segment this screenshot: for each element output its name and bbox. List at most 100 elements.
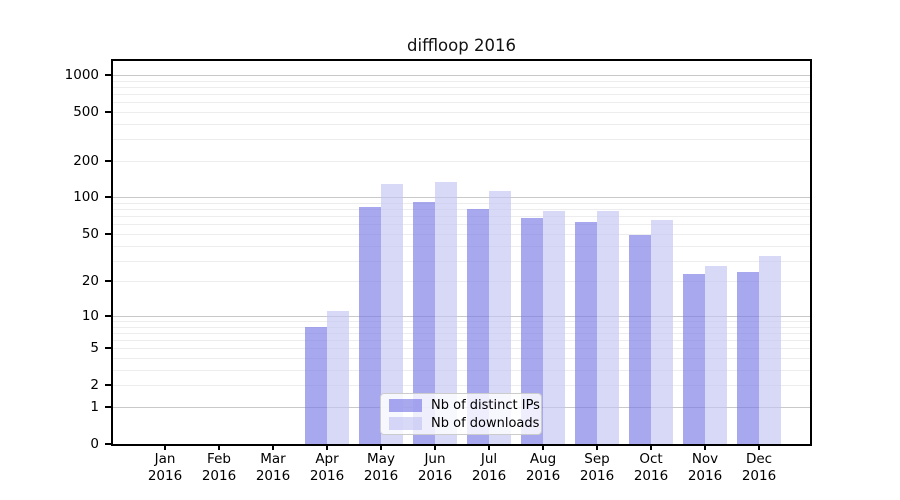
gridline-minor: [113, 233, 810, 235]
gridline-minor: [113, 160, 810, 162]
gridline-minor: [113, 224, 810, 226]
bar-distinct-ips: [737, 272, 759, 444]
legend: Nb of distinct IPs Nb of downloads: [380, 393, 542, 435]
bar-downloads: [759, 255, 781, 444]
gridline-minor: [113, 102, 810, 104]
x-axis-tick: [272, 444, 274, 450]
y-axis-tick: [105, 159, 113, 162]
gridline-major: [113, 74, 810, 76]
x-axis-tick: [218, 444, 220, 450]
y-axis-tick: [105, 384, 113, 387]
legend-label-downloads: Nb of downloads: [431, 415, 540, 431]
y-axis-tick-label: 5: [90, 340, 99, 357]
bar-downloads: [597, 211, 619, 444]
x-axis-tick: [596, 444, 598, 450]
gridline-minor: [113, 281, 810, 283]
gridline-minor: [113, 216, 810, 218]
gridline-minor: [113, 321, 810, 322]
gridline-minor: [113, 209, 810, 211]
gridline-minor: [113, 340, 810, 342]
bar-distinct-ips: [359, 206, 381, 444]
x-axis-tick: [380, 444, 382, 450]
y-axis-tick: [105, 196, 113, 199]
bar-distinct-ips: [305, 326, 327, 444]
gridline-minor: [113, 123, 810, 125]
gridline-minor: [113, 358, 810, 360]
bar-distinct-ips: [521, 217, 543, 444]
y-axis-tick-label: 20: [81, 273, 99, 290]
x-axis-tick-label: Mar 2016: [255, 451, 291, 484]
gridline-minor: [113, 326, 810, 328]
gridline-major: [113, 315, 810, 317]
bar-distinct-ips: [629, 235, 651, 444]
bar-downloads: [705, 265, 727, 444]
y-axis-tick: [105, 314, 113, 317]
bar-downloads: [651, 220, 673, 444]
x-axis-tick-label: Jun 2016: [417, 451, 453, 484]
gridline-minor: [113, 245, 810, 247]
y-axis-tick-label: 10: [81, 307, 99, 324]
x-axis-tick-label: Apr 2016: [309, 451, 345, 484]
x-axis-tick-label: May 2016: [363, 451, 399, 484]
gridline-minor: [113, 369, 810, 371]
x-axis-tick: [650, 444, 652, 450]
x-axis-tick-label: Sep 2016: [579, 451, 615, 484]
y-axis-tick-label: 2: [90, 377, 99, 394]
y-axis-tick-label: 100: [73, 189, 99, 206]
y-axis-tick: [105, 232, 113, 235]
y-axis-tick: [105, 110, 113, 113]
y-axis-tick: [105, 280, 113, 283]
x-axis-tick-label: Nov 2016: [687, 451, 723, 484]
bar-downloads: [435, 181, 457, 444]
gridline-minor: [113, 86, 810, 88]
bar-distinct-ips: [413, 201, 435, 444]
gridline-minor: [113, 93, 810, 95]
gridline-major: [113, 197, 810, 199]
x-axis-tick: [704, 444, 706, 450]
bar-downloads: [543, 210, 565, 444]
x-axis-tick-label: Jan 2016: [147, 451, 183, 484]
bar-downloads: [327, 311, 349, 444]
gridline-minor: [113, 260, 810, 262]
legend-entry-downloads: Nb of downloads: [389, 414, 539, 432]
chart-title: diffloop 2016: [407, 36, 516, 55]
x-axis-tick-label: Oct 2016: [633, 451, 669, 484]
legend-swatch-downloads-icon: [389, 416, 422, 430]
gridline-minor: [113, 139, 810, 141]
gridline-minor: [113, 348, 810, 350]
x-axis-tick-label: Dec 2016: [741, 451, 777, 484]
legend-label-distinct-ips: Nb of distinct IPs: [431, 397, 540, 413]
bar-downloads: [381, 183, 403, 444]
legend-entry-distinct-ips: Nb of distinct IPs: [389, 396, 540, 414]
bar-distinct-ips: [467, 208, 489, 444]
y-axis-tick-label: 0: [90, 436, 99, 452]
bar-downloads: [489, 190, 511, 444]
gridline-minor: [113, 385, 810, 387]
y-axis-tick: [105, 73, 113, 76]
y-axis-tick: [105, 405, 113, 408]
legend-swatch-distinct-ips-icon: [389, 398, 422, 412]
y-axis-tick: [105, 443, 113, 445]
bar-distinct-ips: [575, 221, 597, 444]
y-axis-tick-label: 1000: [64, 66, 99, 83]
y-axis-tick: [105, 347, 113, 350]
x-axis-tick-label: Feb 2016: [201, 451, 237, 484]
gridline-minor: [113, 111, 810, 113]
x-axis-tick-label: Aug 2016: [525, 451, 561, 484]
y-axis-tick-label: 1: [90, 398, 99, 415]
x-axis-tick: [326, 444, 328, 450]
y-axis-tick-label: 200: [73, 152, 99, 169]
gridline-minor: [113, 332, 810, 334]
gridline-minor: [113, 80, 810, 82]
x-axis-tick: [164, 444, 166, 450]
y-axis-tick-label: 50: [81, 225, 99, 242]
x-axis-tick: [488, 444, 490, 450]
y-axis-tick-label: 500: [73, 103, 99, 120]
x-axis-tick-label: Jul 2016: [471, 451, 507, 484]
gridline-minor: [113, 203, 810, 205]
x-axis-tick: [758, 444, 760, 450]
bar-distinct-ips: [683, 274, 705, 444]
plot-area: 0 1 2 5 10 20 50 100 200 500 1000 Jan 2016 Feb 2016 M…: [65, 59, 812, 484]
x-axis-tick: [542, 444, 544, 450]
